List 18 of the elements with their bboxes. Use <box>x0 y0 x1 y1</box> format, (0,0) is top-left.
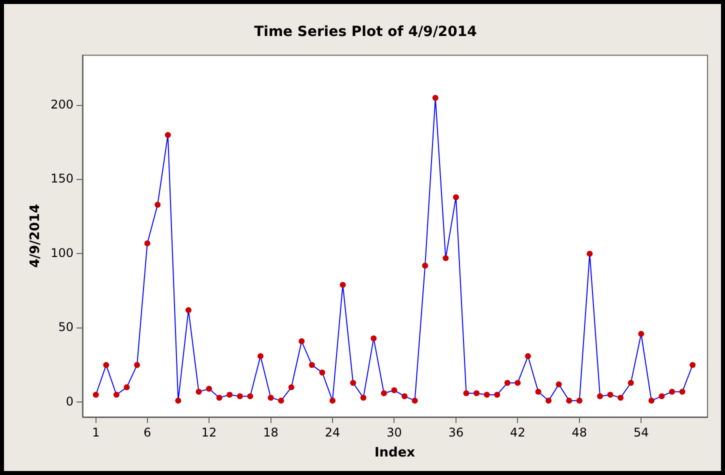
x-axis-title: Index <box>374 446 416 461</box>
x-tick-label: 18 <box>263 425 278 440</box>
x-tick-label: 24 <box>324 425 340 440</box>
y-tick-label: 50 <box>58 320 74 334</box>
y-tick-label: 150 <box>50 172 74 186</box>
x-tick-label: 48 <box>572 425 588 440</box>
x-tick-label: 1 <box>92 425 100 440</box>
x-tick-label: 30 <box>386 425 402 440</box>
x-tick-label: 54 <box>634 425 649 440</box>
x-tick-label: 36 <box>448 425 464 440</box>
y-tick-label: 100 <box>50 246 74 260</box>
x-tick-label: 6 <box>144 425 152 440</box>
y-axis-title: 4/9/2014 <box>28 204 44 268</box>
x-tick-label: 12 <box>201 425 217 440</box>
x-tick-label: 42 <box>510 425 526 440</box>
y-tick-label: 0 <box>66 394 74 408</box>
chart-title: Time Series Plot of 4/9/2014 <box>254 24 478 40</box>
y-tick-label: 200 <box>50 97 74 112</box>
